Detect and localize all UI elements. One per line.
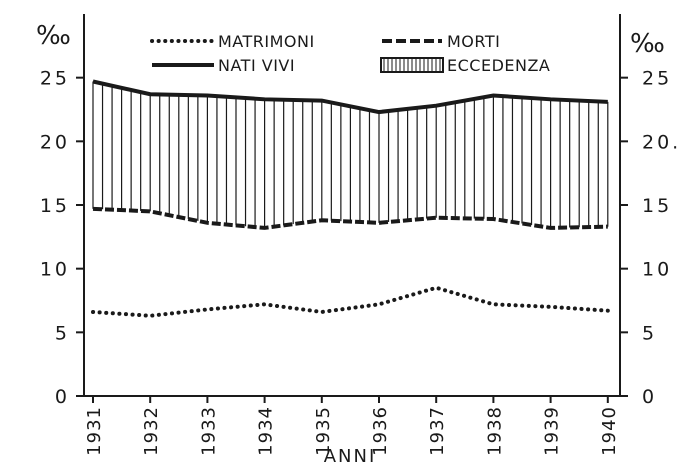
x-tick-label: 1940 (599, 406, 620, 456)
series-layer (91, 79, 610, 318)
x-tick-label: 1939 (542, 406, 563, 456)
legend-label: NATI VIVI (218, 56, 295, 75)
y-tick-label-right: 20. (642, 131, 681, 153)
y-tick-label-left: 15 (40, 195, 70, 217)
unit-label-left: ‰ (36, 21, 71, 51)
excess-hatch-layer (92, 81, 609, 228)
series-line-morti (92, 206, 608, 230)
y-tick-label-left: 0 (55, 386, 70, 408)
legend-label: MATRIMONI (218, 32, 315, 51)
y-tick-label-left: 10 (40, 259, 70, 281)
x-tick-label: 1938 (484, 406, 505, 456)
x-tick-label: 1937 (427, 406, 448, 456)
x-tick-label: 1932 (141, 406, 162, 456)
x-tick-label: 1936 (370, 406, 391, 456)
x-tick-label: 1933 (198, 406, 219, 456)
series-line-nati-vivi (92, 79, 608, 115)
legend-label: ECCEDENZA (447, 56, 550, 75)
unit-label-right: ‰ (630, 29, 665, 59)
y-tick-label-left: 20 (40, 131, 70, 153)
x-tick-label: 1931 (84, 406, 105, 456)
y-tick-label-right: 25 (642, 68, 672, 90)
y-tick-label-right: 0 (642, 386, 657, 408)
axes-layer: 0 0 5 5 10 10 15 15 20 20. 25 25 1931 1932 1933 1934 193… (40, 14, 681, 456)
x-tick-label: 1934 (256, 406, 277, 456)
series-line-matrimoni (91, 285, 610, 318)
y-tick-label-left: 25 (40, 68, 70, 90)
y-tick-label-right: 15 (642, 195, 672, 217)
x-axis-label: ANNI (324, 446, 377, 467)
x-tick-label: 1935 (313, 406, 334, 456)
y-tick-label-left: 5 (55, 322, 70, 344)
legend-label: MORTI (447, 32, 500, 51)
y-tick-label-right: 5 (642, 322, 657, 344)
legend-layer: MATRIMONI MORTI NATI VIVI ECCEDENZA (150, 32, 550, 75)
y-tick-label-right: 10 (642, 259, 672, 281)
